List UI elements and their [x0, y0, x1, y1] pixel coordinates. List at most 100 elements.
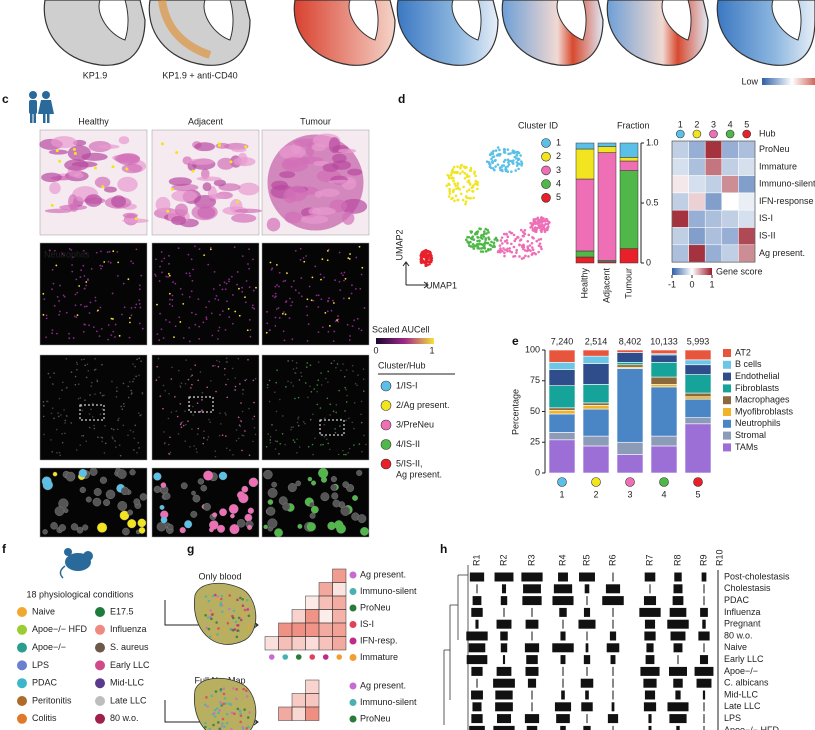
spot — [271, 424, 273, 426]
spot — [74, 293, 77, 296]
umap-dot — [478, 242, 481, 245]
spot — [266, 310, 268, 313]
heat-cell — [721, 244, 739, 263]
spot — [158, 280, 161, 282]
spot — [323, 435, 326, 438]
condition-dot — [95, 624, 105, 635]
spot — [216, 338, 219, 340]
tissue-image — [39, 242, 148, 346]
spot — [295, 362, 298, 364]
spot — [80, 303, 82, 306]
scale-title: Scaled AUCell — [372, 324, 430, 334]
bar-block — [468, 643, 486, 653]
cell — [97, 522, 108, 533]
umap-dot — [206, 610, 209, 614]
spot — [306, 314, 309, 317]
spot — [218, 434, 221, 437]
spot — [349, 335, 351, 337]
spot — [269, 435, 272, 438]
spot — [97, 309, 99, 312]
cell — [153, 485, 161, 493]
umap-dot — [544, 222, 548, 226]
triangle-cell — [318, 609, 333, 624]
spot — [206, 386, 209, 389]
legend-label: Neutrophils — [735, 418, 781, 428]
spot — [274, 285, 277, 288]
spot — [163, 257, 166, 260]
bar-segment — [650, 361, 678, 378]
spot — [304, 382, 307, 384]
bar-block — [676, 725, 680, 730]
spot — [188, 272, 191, 275]
bar-block — [472, 702, 482, 712]
spot — [360, 273, 363, 276]
spot — [225, 435, 227, 437]
umap-dot — [519, 238, 523, 242]
spot — [99, 264, 102, 267]
spot — [237, 416, 240, 419]
umap-dot — [539, 237, 543, 241]
spot — [75, 361, 78, 364]
bar-block — [562, 666, 564, 676]
legend-label: ProNeu — [360, 602, 391, 612]
bar-block — [607, 714, 619, 724]
spot — [230, 275, 233, 278]
cell — [306, 522, 316, 532]
condition-dot — [17, 607, 27, 617]
cell — [103, 499, 111, 507]
umap-dot — [516, 236, 520, 239]
spot — [365, 443, 367, 446]
spot — [343, 279, 345, 282]
auc-scale — [376, 338, 434, 344]
spot — [160, 260, 163, 263]
tissue — [283, 189, 297, 204]
spot — [277, 307, 280, 309]
heat-cell — [738, 244, 756, 263]
legend-dot — [349, 571, 357, 579]
bar-segment — [619, 142, 639, 158]
bar-segment — [650, 349, 678, 354]
row-label: Apoe−/− HFD — [724, 725, 780, 730]
spot — [72, 147, 76, 151]
spot — [119, 454, 122, 457]
spot — [316, 384, 319, 386]
spot — [281, 433, 284, 435]
umap-dot — [429, 254, 433, 257]
cell — [330, 484, 338, 491]
spot — [161, 271, 163, 274]
triangle-cell — [278, 706, 293, 721]
spot — [276, 369, 278, 371]
spot — [309, 364, 312, 367]
legend-swatch — [723, 349, 731, 357]
umap-dot — [247, 624, 251, 627]
umap-dot — [485, 232, 488, 235]
cell — [197, 478, 205, 485]
spot — [167, 417, 170, 420]
spot — [229, 449, 231, 452]
legend-swatch — [380, 400, 392, 411]
bar-segment — [684, 423, 712, 474]
spot — [104, 425, 106, 427]
spot — [244, 430, 246, 432]
spot — [85, 305, 88, 308]
spot — [191, 169, 195, 173]
cluster-dot — [625, 477, 635, 487]
umap-dot — [531, 223, 535, 227]
umap-dot — [500, 236, 504, 239]
tissue — [217, 157, 235, 170]
umap-dot — [471, 190, 475, 193]
umap-dot — [542, 224, 546, 228]
spot — [342, 297, 345, 300]
cell — [127, 509, 133, 516]
bar-block — [585, 643, 589, 653]
spot — [278, 271, 281, 274]
spot — [298, 379, 301, 381]
spot — [296, 438, 298, 440]
column-label: 5 — [744, 119, 749, 129]
umap-dot — [230, 711, 234, 715]
umap-dot — [204, 595, 208, 598]
spot — [103, 452, 106, 454]
scale-bar — [762, 78, 815, 85]
x-tick-label: Adjacent — [601, 268, 611, 304]
column-title: Healthy — [78, 116, 109, 126]
